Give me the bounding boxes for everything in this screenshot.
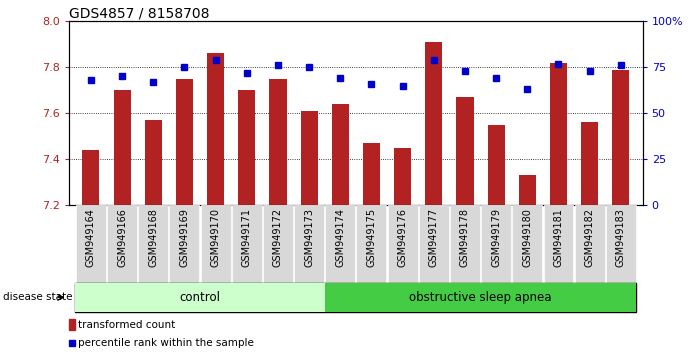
Text: control: control [180,291,220,304]
Text: GSM949181: GSM949181 [553,208,563,267]
Bar [325,283,636,312]
Bar [388,205,417,283]
Bar [138,205,168,283]
Text: GSM949180: GSM949180 [522,208,532,267]
Bar [581,122,598,205]
Text: transformed count: transformed count [77,320,175,330]
Bar [550,63,567,205]
Bar [294,205,324,283]
Bar [357,205,386,283]
Bar [488,125,504,205]
Bar [519,175,536,205]
Bar [612,69,630,205]
Bar [263,205,293,283]
Text: GSM949170: GSM949170 [211,208,220,267]
Text: GSM949164: GSM949164 [86,208,96,267]
Text: GSM949178: GSM949178 [460,208,470,267]
Bar [301,111,318,205]
Text: GSM949175: GSM949175 [366,208,377,267]
Text: GSM949183: GSM949183 [616,208,626,267]
Bar [450,205,480,283]
Text: GSM949166: GSM949166 [117,208,127,267]
Bar [425,42,442,205]
Text: GSM949172: GSM949172 [273,208,283,267]
Bar [419,205,448,283]
Bar [363,143,380,205]
Text: disease state: disease state [3,292,73,302]
Text: GSM949173: GSM949173 [304,208,314,267]
Bar [606,205,636,283]
Text: GSM949169: GSM949169 [180,208,189,267]
Bar [169,205,200,283]
Bar [238,90,256,205]
Bar [69,319,75,330]
Text: GSM949182: GSM949182 [585,208,595,267]
Bar [544,205,574,283]
Bar [481,205,511,283]
Text: GDS4857 / 8158708: GDS4857 / 8158708 [69,6,209,20]
Bar [456,97,473,205]
Bar [76,205,106,283]
Bar [231,205,262,283]
Bar [107,205,137,283]
Text: GSM949168: GSM949168 [149,208,158,267]
Bar [200,205,231,283]
Bar [82,150,100,205]
Bar [325,205,355,283]
Text: GSM949179: GSM949179 [491,208,501,267]
Bar [75,283,325,312]
Bar [113,90,131,205]
Bar [575,205,605,283]
Text: GSM949176: GSM949176 [397,208,408,267]
Text: GSM949177: GSM949177 [429,208,439,267]
Text: GSM949174: GSM949174 [335,208,346,267]
Bar [207,53,224,205]
Bar [512,205,542,283]
Bar [269,79,287,205]
Bar [176,79,193,205]
Text: percentile rank within the sample: percentile rank within the sample [77,338,254,348]
Bar [394,148,411,205]
Text: obstructive sleep apnea: obstructive sleep apnea [409,291,552,304]
Text: GSM949171: GSM949171 [242,208,252,267]
Bar [332,104,349,205]
Bar [144,120,162,205]
